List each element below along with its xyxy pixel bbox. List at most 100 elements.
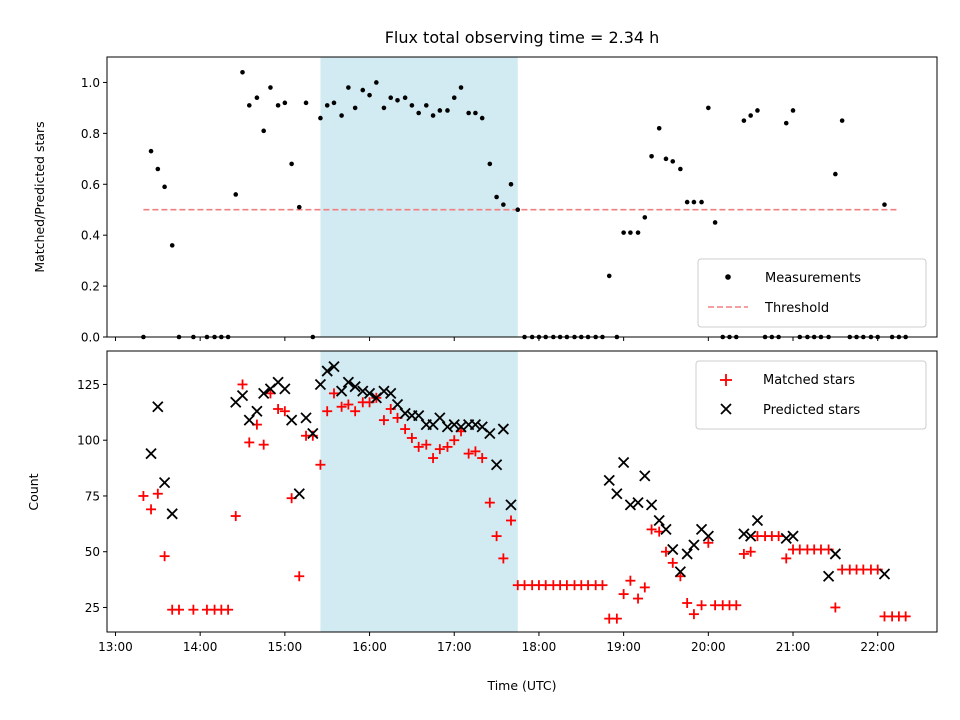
predicted-star-point (321, 365, 333, 377)
measurement-point (833, 171, 838, 177)
measurement-point (628, 230, 633, 235)
predicted-star-point (385, 387, 397, 400)
measurement-point (451, 95, 457, 101)
matched-star-point (413, 441, 424, 452)
x-tick-label: 17:00 (437, 640, 472, 654)
matched-star-point (328, 388, 339, 399)
measurement-point (423, 103, 429, 108)
measurement-point (479, 115, 485, 121)
measurement-point (621, 230, 626, 235)
predicted-star-point (484, 427, 496, 440)
measurement-point (515, 207, 521, 213)
matched-star-point (400, 424, 411, 435)
matched-star-point (477, 453, 488, 464)
matched-star-point (230, 511, 241, 522)
measurement-point (246, 103, 252, 108)
matched-star-point (406, 432, 417, 443)
y-tick-label: 0.0 (81, 331, 100, 345)
matched-star-point (703, 537, 714, 548)
matched-star-point (773, 531, 784, 542)
measurement-point (254, 95, 260, 101)
predicted-star-point (335, 385, 348, 397)
y-axis-ticks: 25 50 75 100 125 (77, 378, 107, 615)
measurement-point (367, 92, 372, 98)
measurement-point (684, 199, 690, 205)
matched-star-point (611, 613, 622, 624)
measurement-point (303, 100, 309, 106)
matched-star-point (646, 524, 657, 535)
matched-star-point (738, 548, 749, 559)
predicted-star-point (702, 530, 714, 542)
measurement-point (706, 105, 711, 111)
predicted-star-point (378, 385, 390, 397)
predicted-star-point (166, 508, 178, 520)
y-axis-ticks: 0.0 0.2 0.4 0.6 0.8 1.0 (81, 76, 107, 345)
measurement-point (501, 202, 506, 207)
predicted-star-point (660, 523, 672, 536)
predicted-star-point (236, 389, 249, 402)
predicted-star-point (441, 421, 454, 433)
predicted-star-point (688, 539, 700, 551)
matched-star-point (237, 379, 248, 390)
measurement-point (162, 184, 167, 190)
matched-star-point (336, 401, 347, 412)
measurement-point (790, 108, 796, 113)
legend-matched: Matched stars (763, 373, 855, 388)
measurement-point (699, 199, 704, 205)
matched-star-point (273, 403, 284, 414)
measurement-point (606, 273, 612, 279)
predicted-star-point (314, 378, 327, 391)
measurement-point (360, 87, 366, 93)
predicted-star-point (617, 456, 630, 469)
matched-star-point (470, 446, 481, 457)
matched-star-point (484, 497, 495, 508)
measurement-point (748, 113, 753, 118)
measurement-point (331, 100, 337, 106)
y-tick-label: 0.8 (81, 127, 100, 141)
measurement-point (289, 161, 294, 167)
measurement-point (430, 113, 436, 118)
predicted-star-point (391, 398, 404, 411)
measurement-point (402, 95, 408, 101)
measurement-point (487, 161, 493, 167)
predicted-star-point (674, 566, 687, 578)
legend-measurements: Measurements (765, 271, 861, 286)
chart-title: Flux total observing time = 2.34 h (385, 28, 660, 47)
measurement-point (416, 110, 421, 116)
ratio-panel: 0.0 0.2 0.4 0.6 0.8 1.0 Flux total observing … (32, 28, 938, 345)
measurement-point (381, 105, 387, 111)
measurement-point (642, 215, 648, 220)
measurement-point (458, 85, 464, 90)
matched-star-point (491, 531, 502, 542)
legend: Measurements Threshold (697, 258, 927, 328)
measurement-point (678, 166, 683, 172)
predicted-star-point (279, 383, 291, 395)
measurement-point (374, 80, 379, 85)
predicted-star-point (434, 412, 446, 424)
x-axis-label: Time (UTC) (486, 678, 556, 693)
y-tick-label: 25 (85, 601, 100, 615)
matched-star-point (442, 441, 453, 452)
predicted-star-point (497, 423, 510, 435)
predicted-star-point (624, 499, 637, 511)
predicted-star-point (878, 568, 891, 580)
predicted-star-point (787, 530, 799, 542)
measurement-point (240, 69, 245, 75)
predicted-star-point (490, 459, 503, 471)
matched-star-point (633, 593, 644, 604)
matched-star-point (188, 604, 199, 615)
matched-star-point (639, 582, 650, 593)
legend-threshold: Threshold (764, 301, 829, 316)
predicted-star-point (505, 499, 517, 511)
matched-star-point (830, 602, 841, 613)
measurement-point (169, 243, 175, 248)
predicted-star-point (328, 360, 340, 373)
highlight-span (320, 57, 518, 337)
measurement-point (339, 113, 344, 118)
predicted-star-point (300, 412, 312, 424)
measurement-point (508, 181, 514, 187)
matched-star-point (463, 448, 474, 459)
ratio-marks (141, 69, 908, 340)
measurement-point (741, 118, 747, 123)
measurement-point (155, 166, 161, 172)
